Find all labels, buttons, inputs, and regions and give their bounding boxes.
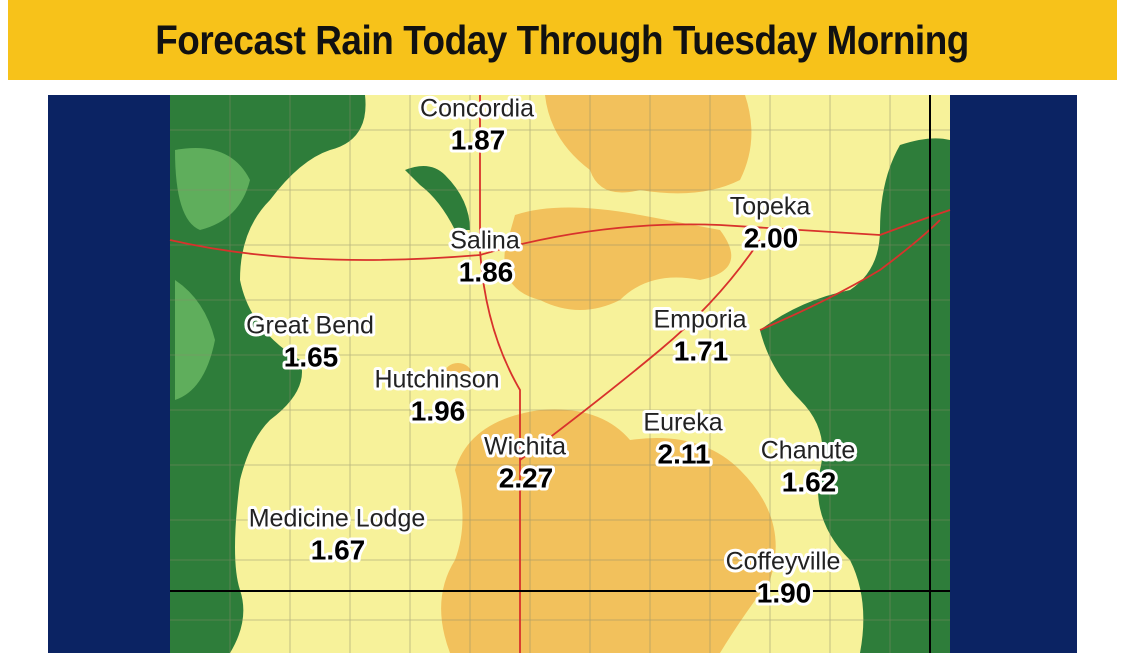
county-lines [170,95,950,653]
city-name: Chanute [761,437,856,465]
rain-amount: 2.11 [658,438,711,469]
roads [169,95,951,653]
city-name: Hutchinson [374,366,499,394]
rain-amount: 1.71 [674,335,729,366]
city-name: Salina [450,227,520,255]
rain-amount: 1.67 [311,534,366,565]
city-name: Emporia [653,306,746,334]
city-name: Topeka [730,193,811,221]
city-name: Wichita [484,433,566,461]
rain-amount: 1.86 [459,256,514,287]
rain-amount: 1.96 [411,395,466,426]
rain-amount: 2.00 [744,222,799,253]
city-name: Coffeyville [726,548,841,576]
rain-amount: 1.65 [284,341,339,372]
city-name: Great Bend [246,312,374,340]
title-banner: Forecast Rain Today Through Tuesday Morn… [8,0,1117,80]
city-name: Medicine Lodge [249,505,426,533]
rain-amount: 1.87 [451,124,506,155]
heavy-rain-areas [441,95,776,653]
city-name: Concordia [420,95,534,123]
state-border [170,95,950,653]
lighter-green [175,148,250,400]
title: Forecast Rain Today Through Tuesday Morn… [155,16,970,63]
rain-amount: 1.90 [757,577,812,608]
rain-amount: 1.62 [782,466,837,497]
light-rain-areas [170,95,950,653]
rain-amount: 2.27 [499,462,554,493]
city-name: Eureka [643,409,722,437]
